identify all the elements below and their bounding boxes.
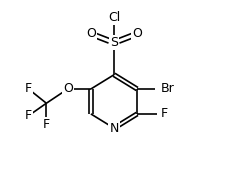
Text: Br: Br [160, 82, 173, 96]
Text: O: O [86, 27, 95, 40]
Text: F: F [25, 109, 32, 122]
Text: F: F [160, 107, 167, 121]
Text: F: F [43, 118, 50, 131]
Text: F: F [25, 82, 32, 96]
Text: O: O [62, 82, 72, 96]
Text: N: N [109, 122, 118, 135]
Text: Cl: Cl [107, 11, 120, 24]
Text: O: O [132, 27, 141, 40]
Text: S: S [109, 36, 118, 49]
